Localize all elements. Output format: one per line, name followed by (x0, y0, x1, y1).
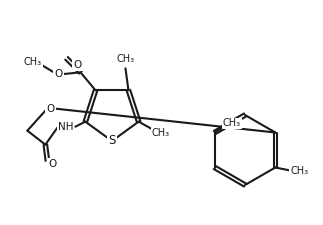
Text: CH₃: CH₃ (24, 57, 42, 67)
Text: CH₃: CH₃ (290, 166, 308, 176)
Text: CH₃: CH₃ (116, 54, 134, 64)
Text: O: O (48, 159, 57, 169)
Text: S: S (108, 135, 116, 148)
Text: O: O (54, 69, 63, 79)
Text: CH₃: CH₃ (223, 119, 241, 128)
Text: NH: NH (57, 122, 73, 132)
Text: O: O (73, 60, 82, 70)
Text: O: O (46, 104, 55, 114)
Text: CH₃: CH₃ (151, 128, 170, 138)
